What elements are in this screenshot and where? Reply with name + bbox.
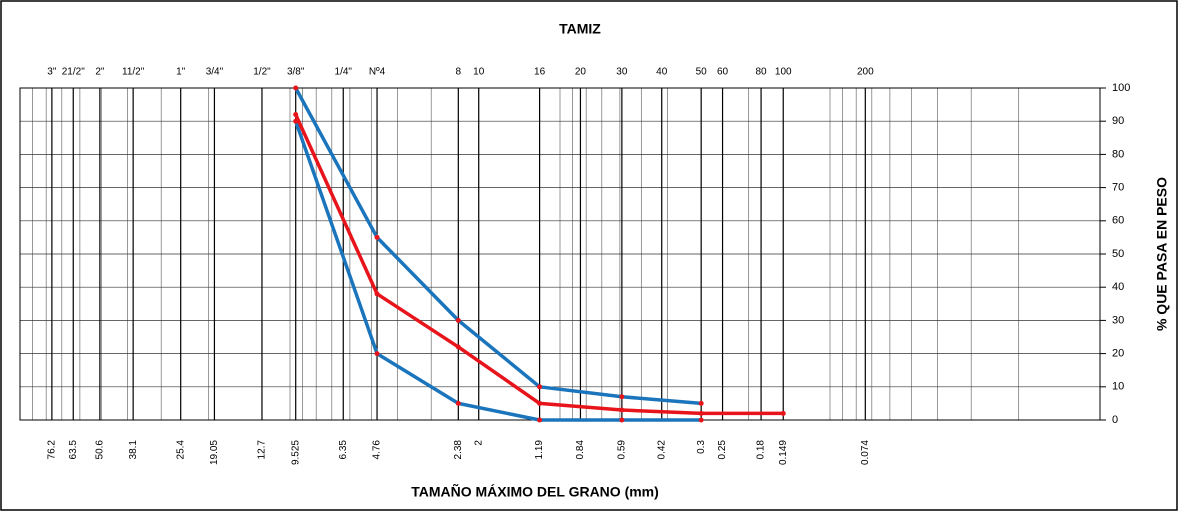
x-tick-label: 25.4 [175,440,186,460]
point [619,394,625,400]
y-tick-label: 30 [1112,314,1124,326]
point [293,85,299,91]
x-tick-label: 76.2 [47,440,58,460]
point [537,417,543,423]
sieve-label: 100 [775,67,792,78]
x-tick-label: 1.19 [534,440,545,460]
x-tick-label: 4.76 [372,440,383,460]
point [374,351,380,357]
point [619,417,625,423]
x-tick-label: 2 [473,440,484,446]
point [537,384,543,390]
point [698,410,704,416]
sieve-label: 60 [717,67,729,78]
x-tick-label: 0.84 [575,440,586,460]
sieve-label: 30 [616,67,628,78]
point [455,400,461,406]
chart-title: TAMIZ [559,21,601,37]
point [293,112,299,118]
y-tick-label: 20 [1112,348,1124,360]
sieve-label: Nº4 [369,67,386,78]
x-tick-label: 0.149 [778,440,789,465]
sieve-label: 16 [534,67,546,78]
point [374,234,380,240]
point [455,317,461,323]
x-tick-label: 0.3 [696,440,707,454]
sieve-label: 3" [47,67,57,78]
point [698,417,704,423]
y-tick-label: 70 [1112,182,1124,194]
curve [294,120,702,422]
x-tick-label: 63.5 [68,440,79,460]
sieve-label: 40 [656,67,668,78]
x-tick-label: 50.6 [95,440,106,460]
sieve-label: 10 [473,67,485,78]
x-tick-label: 19.05 [209,440,220,465]
sieve-label: 1/2" [253,67,271,78]
point [619,407,625,413]
sieve-label: 50 [696,67,708,78]
sieve-label: 3/4" [206,67,224,78]
y-tick-label: 40 [1112,281,1124,293]
sieve-label: 21/2" [62,67,85,78]
x-tick-label: 6.35 [338,440,349,460]
x-tick-label: 0.25 [717,440,728,460]
y-tick-label: 0 [1112,414,1118,426]
sieve-label: 20 [575,67,587,78]
sieve-label: 8 [456,67,462,78]
sieve-label: 3/8" [287,67,305,78]
curve [294,87,702,406]
sieve-label: 200 [857,67,874,78]
x-tick-label: 2.38 [453,440,464,460]
sieve-label: 2" [95,67,105,78]
sieve-label: 80 [756,67,768,78]
point [455,344,461,350]
sieve-label: 1" [176,67,186,78]
point [374,291,380,297]
sieve-label: 1/4" [335,67,353,78]
x-tick-label: 12.7 [257,440,268,460]
x-tick-label: 0.59 [617,440,628,460]
x-tick-label: 38.1 [128,440,139,460]
x-tick-label: 0.18 [756,440,767,460]
y-tick-label: 60 [1112,215,1124,227]
y-tick-label: 10 [1112,381,1124,393]
x-tick-label: 0.074 [860,440,871,465]
point [698,400,704,406]
point [780,410,786,416]
y-tick-label: 80 [1112,148,1124,160]
x-tick-label: 9.525 [290,440,301,465]
x-tick-label: 0.42 [656,440,667,460]
sieve-label: 11/2" [122,67,145,78]
y-tick-label: 90 [1112,115,1124,127]
y-tick-label: 50 [1112,248,1124,260]
y-tick-label: 100 [1112,82,1130,94]
y-axis-title: % QUE PASA EN PESO [1154,177,1170,331]
x-axis-title: TAMAÑO MÁXIMO DEL GRANO (mm) [411,483,659,500]
point [537,400,543,406]
